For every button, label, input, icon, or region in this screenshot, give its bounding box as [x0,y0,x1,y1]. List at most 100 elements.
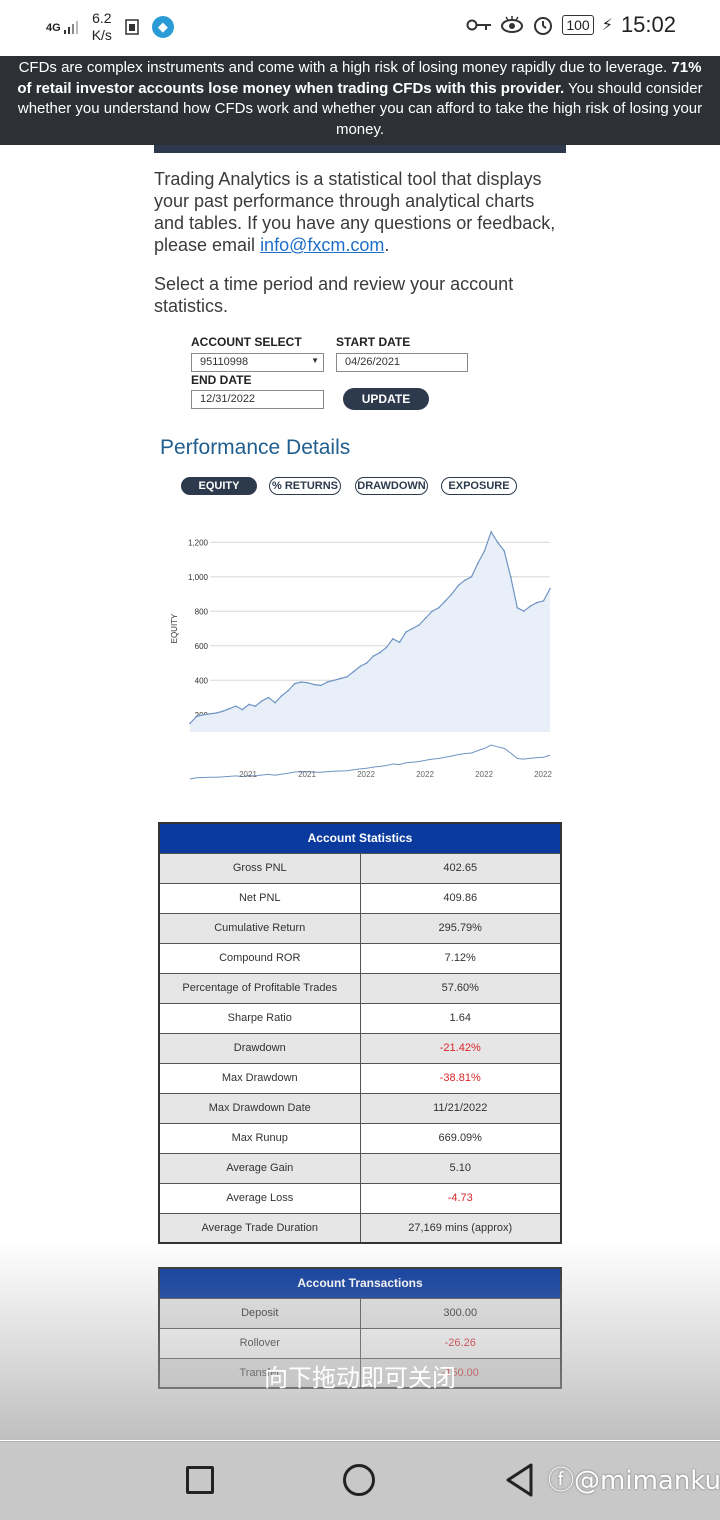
statistic-row: Average Gain 5.10 [159,1152,561,1183]
banner-text-end: You should consider whether you understa… [17,79,703,138]
statistic-row: Average Loss -4.73 [159,1182,561,1213]
watermark: ⓕ@mimanku [548,1460,720,1497]
statistic-value: 402.65 [359,852,561,883]
equity-data-point [379,651,381,654]
update-button[interactable]: UPDATE [343,388,429,410]
battery-icon: 100 [562,15,594,35]
navigator-tick-label: 2022 [534,770,552,779]
charging-icon: ⚡ [601,17,613,34]
transaction-value: -26.26 [359,1327,561,1358]
status-right: 100 ⚡ 15:02 [466,12,676,38]
statistic-value: 295.79% [359,912,561,943]
equity-data-point [333,679,335,682]
select-arrow-icon: ▼ [311,356,319,365]
back-icon[interactable] [505,1462,535,1498]
account-select[interactable]: 95110998 ▼ [191,353,324,372]
recent-apps-icon[interactable] [186,1466,214,1494]
watermark-text: @mimanku [574,1466,720,1496]
account-select-value: 95110998 [200,356,249,368]
statistic-row: Gross PNL 402.65 [159,852,561,883]
equity-data-point [307,682,309,684]
signal-bars-icon [63,21,78,34]
tab-returns[interactable]: % RETURNS [269,477,341,495]
statistic-value: -21.42% [359,1032,561,1063]
statistic-row: Max Runup 669.09% [159,1122,561,1153]
equity-data-point [424,617,427,619]
statistic-row: Max Drawdown -38.81% [159,1062,561,1093]
statistic-row: Sharpe Ratio 1.64 [159,1002,561,1033]
statistic-label: Average Trade Duration [159,1212,360,1243]
equity-chart[interactable]: 200 400 600 800 1,000 1,200 EQUITY 2021 2021 2022… [160,515,560,790]
tab-drawdown[interactable]: DRAWDOWN [355,477,428,495]
start-date-input[interactable]: 04/26/2021 [336,353,468,372]
speed-unit: K/s [91,27,112,43]
navigator-tick-label: 2022 [357,770,375,779]
navigator-tick-label: 2021 [298,770,316,779]
app-icon: ◆ [151,16,174,38]
equity-data-point [542,600,545,602]
equity-data-point [208,713,211,715]
equity-data-point [339,677,342,680]
tab-equity[interactable]: EQUITY [181,477,257,495]
y-tick-label: 1,200 [188,538,209,547]
equity-data-point [457,584,460,587]
clock: 15:02 [620,12,676,37]
equity-data-point [411,627,414,630]
key-icon [466,19,492,31]
statistic-value: -38.81% [359,1062,561,1093]
tab-exposure[interactable]: EXPOSURE [441,477,517,495]
equity-data-point [523,610,525,612]
equity-data-point [451,593,453,595]
equity-data-point [267,696,270,699]
equity-data-point [509,576,512,578]
statistic-row: Drawdown -21.42% [159,1032,561,1063]
statistic-row: Cumulative Return 295.79% [159,912,561,943]
statistic-label: Net PNL [159,882,360,913]
equity-data-point [274,701,276,704]
equity-data-point [516,607,519,609]
equity-data-point [352,670,355,673]
equity-data-point [437,607,440,609]
statistic-row: Max Drawdown Date 11/21/2022 [159,1092,561,1123]
equity-data-point [529,605,532,607]
transaction-row: Deposit 300.00 [159,1297,561,1328]
equity-data-point [300,681,303,683]
transaction-value: 300.00 [359,1297,561,1328]
statistic-label: Cumulative Return [159,912,360,943]
statistic-label: Sharpe Ratio [159,1002,360,1033]
start-date-label: START DATE [336,335,411,349]
statistic-label: Percentage of Profitable Trades [159,972,360,1003]
y-axis-label: EQUITY [170,613,179,643]
equity-data-point [503,550,506,552]
statistic-row: Percentage of Profitable Trades 57.60% [159,972,561,1003]
banner-text-start: CFDs are complex instruments and come wi… [18,59,672,76]
account-select-label: ACCOUNT SELECT [191,335,302,349]
end-date-input[interactable]: 12/31/2022 [191,390,324,409]
equity-data-point [372,655,375,657]
equity-data-point [254,705,257,707]
home-icon[interactable] [343,1464,375,1496]
status-left: 4G 6.2 K/s ◆ [46,10,174,44]
equity-data-point [490,531,492,533]
sim-icon [125,19,139,35]
navigator-line [189,744,551,780]
drag-to-close-hint: 向下拖动即可关闭 [264,1364,456,1392]
equity-data-point [293,682,296,685]
equity-data-point [464,579,466,581]
equity-data-point [248,703,250,706]
header-strip [154,145,566,153]
statistic-label: Max Drawdown Date [159,1092,360,1123]
email-link[interactable]: info@fxcm.com [260,235,385,255]
statistic-value: 27,169 mins (approx) [359,1212,561,1243]
intro-section: Trading Analytics is a statistical tool … [154,168,564,317]
equity-data-point [405,631,407,633]
y-tick-label: 1,000 [188,573,209,582]
equity-data-point [195,715,198,718]
statistic-row: Compound ROR 7.12% [159,942,561,973]
equity-data-point [477,562,479,564]
statistics-title: Account Statistics [159,823,561,853]
statistic-value: 57.60% [359,972,561,1003]
equity-data-point [221,710,224,713]
equity-data-point [235,705,237,707]
equity-data-point [385,646,388,649]
